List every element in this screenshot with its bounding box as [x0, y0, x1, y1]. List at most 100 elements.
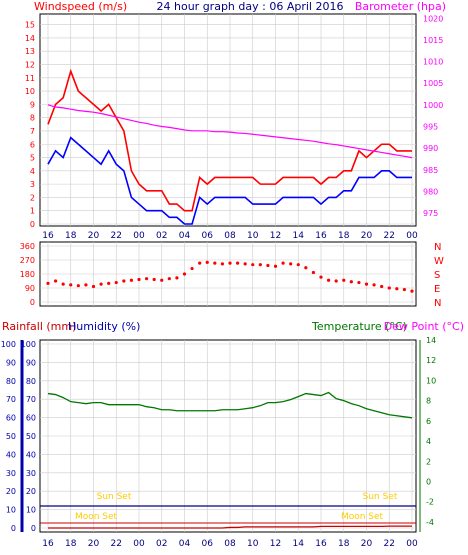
temperature-tick-label: 8 — [426, 397, 431, 406]
humidity-tick-label: 30 — [26, 469, 36, 478]
barometer-tick-label: 990 — [423, 144, 438, 153]
gust-series-line — [47, 68, 412, 212]
compass-label: N — [434, 242, 441, 253]
humidity-tick-label: 40 — [26, 450, 36, 459]
direction-tick-label: 90 — [25, 284, 35, 293]
direction-point — [144, 277, 149, 281]
humidity-tick-label: 0 — [31, 524, 36, 533]
x-tick-label: 18 — [65, 231, 77, 241]
x-tick-label: 16 — [315, 231, 327, 241]
temperature-tick-label: 14 — [426, 336, 436, 345]
x-tick-label: 20 — [88, 231, 100, 241]
barometer-tick-label: 1005 — [423, 79, 443, 88]
humidity-tick-label: 80 — [26, 377, 36, 386]
x-tick-label: 18 — [338, 539, 350, 549]
humidity-tick-label: 50 — [26, 432, 36, 441]
x-tick-label: 16 — [315, 539, 327, 549]
direction-point — [84, 283, 88, 287]
humidity-tick-label: 20 — [26, 487, 36, 496]
wind-tick-label: 10 — [25, 87, 35, 96]
wind-tick-label: 7 — [30, 127, 35, 136]
humidity-tick-label: 70 — [26, 395, 36, 404]
humidity-tick-label: 60 — [26, 414, 36, 423]
x-tick-label: 20 — [361, 539, 373, 549]
wind-tick-label: 4 — [30, 167, 35, 176]
direction-point — [220, 262, 225, 266]
direction-point — [137, 277, 141, 282]
rain-tick-label: 70 — [6, 395, 16, 404]
barometer-series-line — [47, 104, 413, 159]
direction-point — [251, 263, 255, 267]
barometer-title: Barometer (hpa) — [355, 0, 446, 13]
x-tick-label: 22 — [384, 231, 395, 241]
compass-label: N — [434, 298, 441, 309]
x-tick-label: 08 — [224, 539, 236, 549]
dewpoint-title: Dew Point (°C) — [384, 320, 464, 333]
series-layer — [40, 68, 416, 529]
direction-point — [190, 266, 194, 271]
x-tick-label: 00 — [133, 539, 145, 549]
wind-tick-label: 5 — [30, 154, 35, 163]
barometer-tick-label: 985 — [423, 166, 438, 175]
temperature-tick-label: 6 — [426, 417, 431, 426]
compass-label: E — [434, 284, 440, 295]
x-tick-label: 02 — [156, 539, 167, 549]
direction-point — [198, 261, 202, 265]
direction-point — [69, 283, 73, 287]
moon-set-label-right: Moon Set — [341, 512, 384, 522]
x-tick-label: 04 — [179, 231, 191, 241]
x-tick-label: 10 — [247, 539, 259, 549]
x-tick-label: 10 — [247, 231, 259, 241]
temperature-tick-label: 2 — [426, 457, 431, 466]
direction-point — [175, 276, 179, 280]
x-tick-label: 16 — [42, 231, 54, 241]
direction-point — [91, 284, 96, 289]
x-tick-label: 12 — [270, 539, 281, 549]
rain-tick-label: 90 — [6, 358, 16, 367]
direction-point — [410, 289, 414, 293]
x-tick-label: 16 — [42, 539, 54, 549]
temperature-title: Temperature (°C) — [311, 320, 407, 333]
temperature-tick-label: 4 — [426, 437, 431, 446]
x-tick-label: 00 — [406, 231, 418, 241]
direction-point — [281, 261, 285, 265]
temperature-tick-label: 12 — [426, 356, 436, 365]
direction-point — [205, 260, 209, 264]
direction-tick-label: 180 — [20, 270, 35, 279]
rain-tick-label: 0 — [11, 524, 16, 533]
direction-point — [160, 278, 164, 282]
wind-tick-label: 9 — [30, 100, 35, 109]
direction-tick-label: 270 — [20, 256, 35, 265]
graph-title: 24 hour graph day : 06 April 2016 — [157, 0, 344, 13]
rain-tick-label: 40 — [6, 450, 16, 459]
barometer-tick-label: 980 — [423, 187, 438, 196]
direction-point — [402, 287, 407, 292]
temperature-tick-label: -2 — [426, 498, 434, 507]
x-tick-label: 04 — [179, 539, 191, 549]
x-tick-label: 08 — [224, 231, 236, 241]
x-tick-label: 06 — [202, 231, 214, 241]
direction-point — [152, 277, 156, 282]
humidity-tick-label: 10 — [26, 506, 36, 515]
direction-point — [266, 263, 270, 268]
direction-tick-label: 0 — [30, 298, 35, 307]
direction-point — [243, 262, 247, 266]
temperature-series-line — [47, 391, 413, 419]
x-tick-label: 14 — [293, 231, 305, 241]
direction-point — [342, 278, 346, 282]
temperature-tick-label: -4 — [426, 518, 434, 527]
x-tick-label: 14 — [293, 539, 305, 549]
x-tick-label: 00 — [406, 539, 418, 549]
wind-tick-label: 8 — [30, 114, 35, 123]
direction-point — [61, 282, 65, 286]
direction-point — [114, 280, 118, 285]
avg-series-line — [47, 136, 412, 225]
temperature-tick-label: 10 — [426, 376, 436, 385]
windspeed-title: Windspeed (m/s) — [34, 0, 127, 13]
direction-point — [319, 275, 323, 279]
direction-point — [364, 282, 369, 286]
direction-point — [349, 280, 353, 284]
direction-point — [304, 266, 308, 270]
direction-point — [311, 270, 316, 275]
